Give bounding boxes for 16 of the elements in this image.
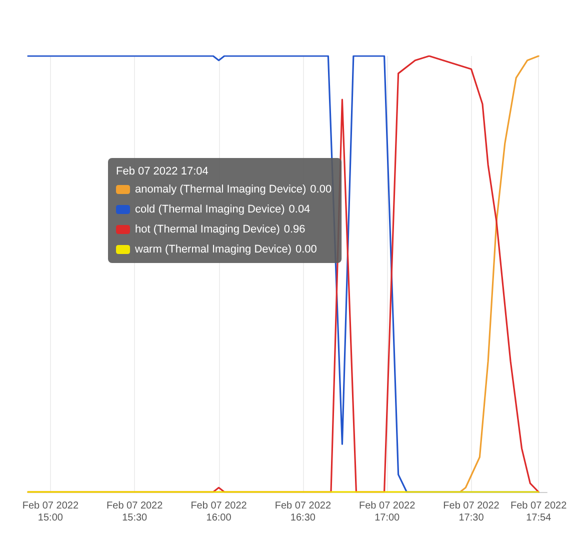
legend-label: cold (Thermal Imaging Device) [135,204,285,216]
x-tick-label: Feb 07 2022 17:00 [359,500,416,524]
legend-label: warm (Thermal Imaging Device) [134,244,292,256]
x-tick-label: Feb 07 2022 15:30 [106,500,164,524]
x-tick-label: Feb 07 2022 17:30 [443,500,500,524]
legend-title: Feb 07 2022 17:04 [116,166,208,178]
annotation: 0.00 [295,244,317,256]
legend-label: hot (Thermal Imaging Device) [135,224,280,236]
annotation: 0.96 [284,224,306,236]
x-tick-label: Feb 07 2022 15:00 [22,500,79,524]
legend-label: anomaly (Thermal Imaging Device) [135,184,306,196]
x-tick-label: Feb 07 2022 17:54 [510,500,568,524]
annotation: 0.04 [288,204,310,216]
annotation: 0.00 [310,184,332,196]
x-tick-label: Feb 07 2022 16:00 [190,500,248,524]
x-tick-label: Feb 07 2022 16:30 [274,500,332,524]
